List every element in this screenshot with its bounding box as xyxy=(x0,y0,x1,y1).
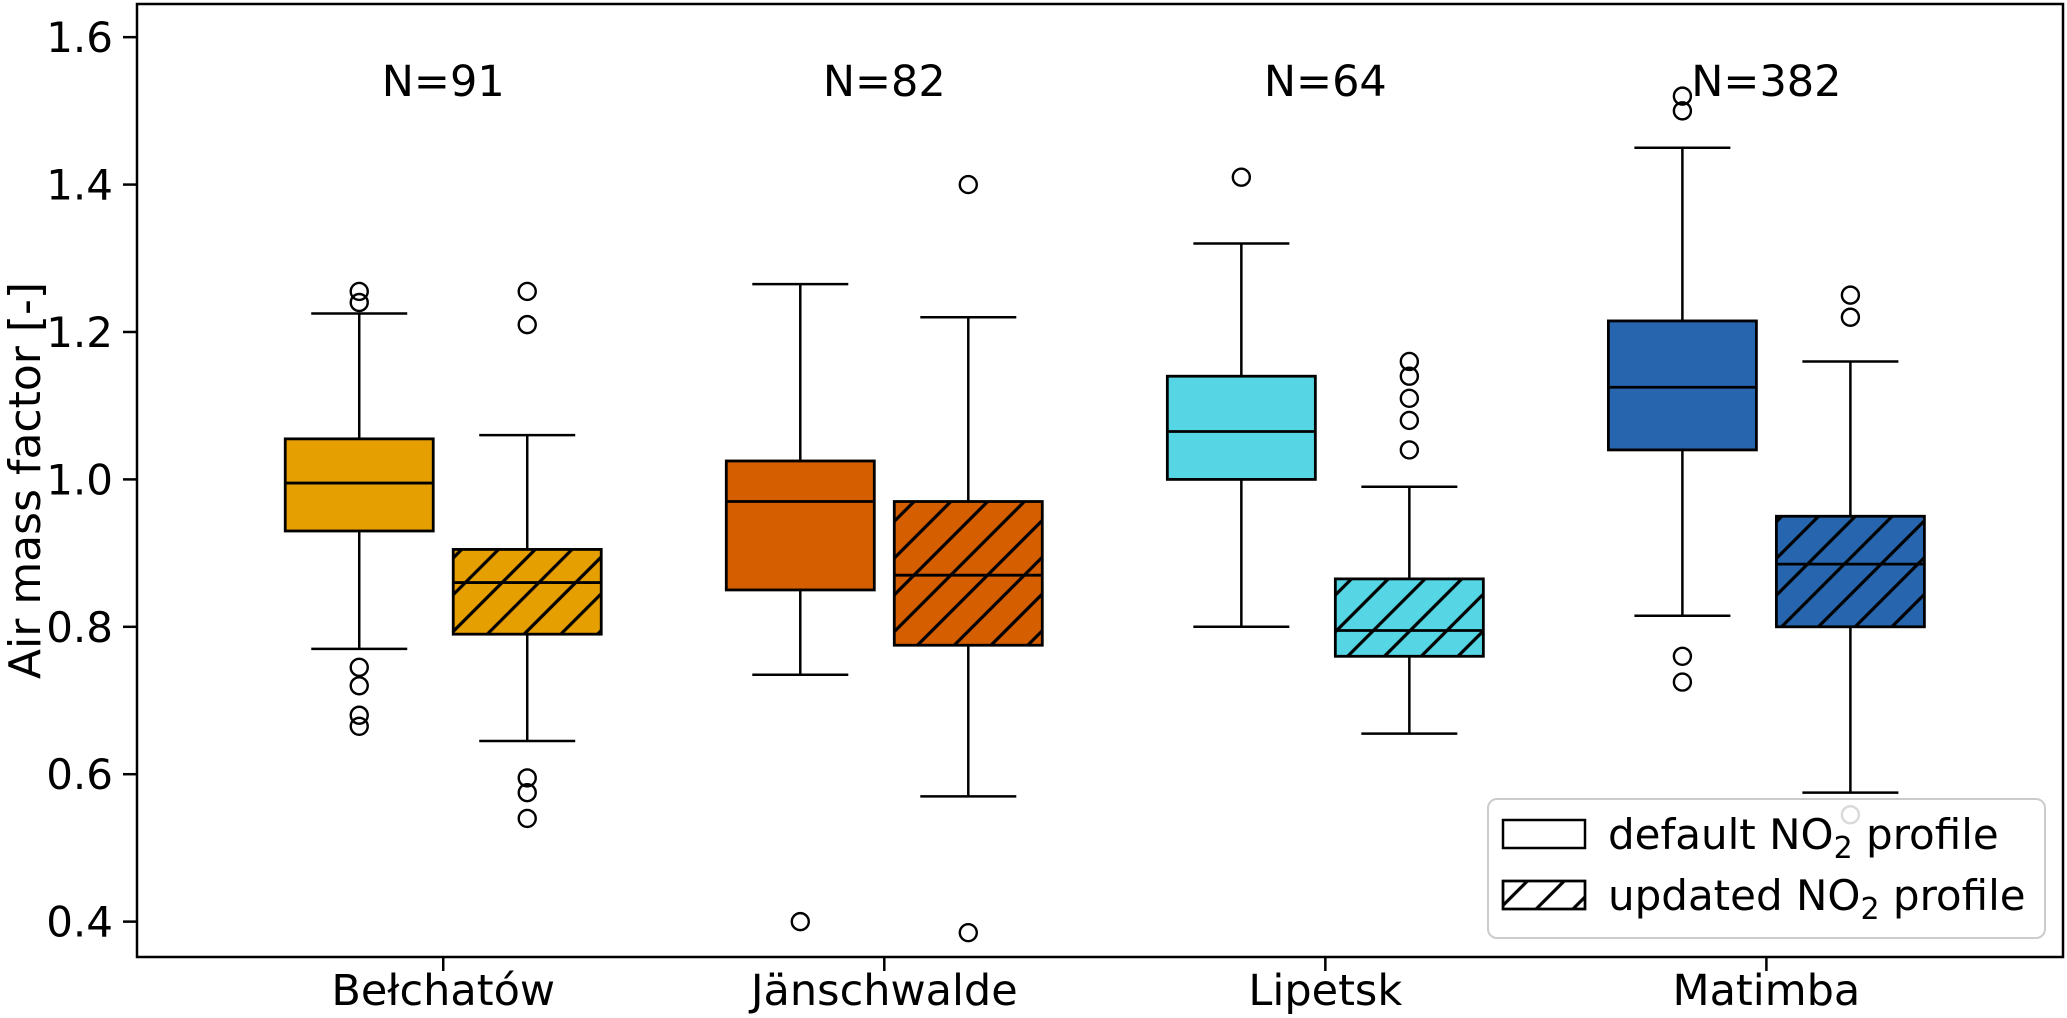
outlier-point xyxy=(1399,366,1420,386)
box-default-group0 xyxy=(283,281,435,737)
count-label: N=382 xyxy=(1691,57,1841,107)
legend-swatch-solid xyxy=(1501,818,1587,850)
legend-label: default NO2 profile xyxy=(1608,810,1999,866)
outlier-point xyxy=(958,174,978,195)
outlier-point xyxy=(349,705,369,725)
box-default-group1 xyxy=(724,282,876,932)
outlier-point xyxy=(1840,307,1861,327)
outlier-point xyxy=(349,716,369,737)
x-tick-label: Lipetsk xyxy=(1248,966,1402,1016)
y-axis-title: Air mass factor [-] xyxy=(0,282,51,679)
count-label: N=64 xyxy=(1264,57,1387,107)
outlier-point xyxy=(349,292,369,313)
outlier-point xyxy=(1399,388,1420,409)
outlier-point xyxy=(517,314,537,335)
outlier-point xyxy=(1399,351,1420,372)
outlier-point xyxy=(1399,410,1420,431)
count-label: N=91 xyxy=(382,57,505,107)
box-updated-group2 xyxy=(1333,351,1485,735)
legend-label: updated NO2 profile xyxy=(1608,871,2026,927)
y-tick-label: 1.4 xyxy=(46,161,113,210)
outlier-point xyxy=(517,808,537,829)
outlier-point xyxy=(1672,101,1693,121)
box-updated-group3 xyxy=(1774,285,1926,825)
y-tick-label: 0.6 xyxy=(46,750,113,799)
y-tick-label: 1.2 xyxy=(46,308,113,357)
outlier-point xyxy=(1840,285,1861,305)
box-updated-group1 xyxy=(892,174,1044,943)
box-default-group2 xyxy=(1165,167,1317,629)
box-updated-group0 xyxy=(451,281,603,829)
outlier-point xyxy=(349,676,369,696)
y-tick-label: 1.0 xyxy=(46,455,113,504)
box-default-group3 xyxy=(1606,86,1758,692)
outlier-point xyxy=(1672,672,1693,692)
outlier-point xyxy=(1399,440,1420,460)
outlier-point xyxy=(349,281,369,302)
outlier-point xyxy=(517,281,537,302)
outlier-point xyxy=(1231,167,1252,187)
outlier-point xyxy=(790,911,810,932)
y-tick-label: 1.6 xyxy=(46,13,113,62)
count-label: N=82 xyxy=(823,57,946,107)
outlier-point xyxy=(517,768,537,788)
y-tick-label: 0.8 xyxy=(46,603,113,652)
outlier-point xyxy=(1672,646,1693,666)
outlier-point xyxy=(349,657,369,678)
x-tick-label: Matimba xyxy=(1672,966,1860,1016)
outlier-point xyxy=(1672,86,1693,106)
outlier-point xyxy=(517,782,537,803)
x-axis: Bełchatów N=91 Jänschwalde N=82 Lipetsk N=64 M… xyxy=(331,57,1860,1016)
x-tick-label: Bełchatów xyxy=(331,966,555,1016)
y-tick-label: 0.4 xyxy=(46,898,113,947)
y-axis: 0.4 0.6 0.8 1.0 1.2 1.4 1.6 xyxy=(46,13,137,947)
x-tick-label: Jänschwalde xyxy=(748,966,1018,1016)
outlier-point xyxy=(958,922,978,943)
